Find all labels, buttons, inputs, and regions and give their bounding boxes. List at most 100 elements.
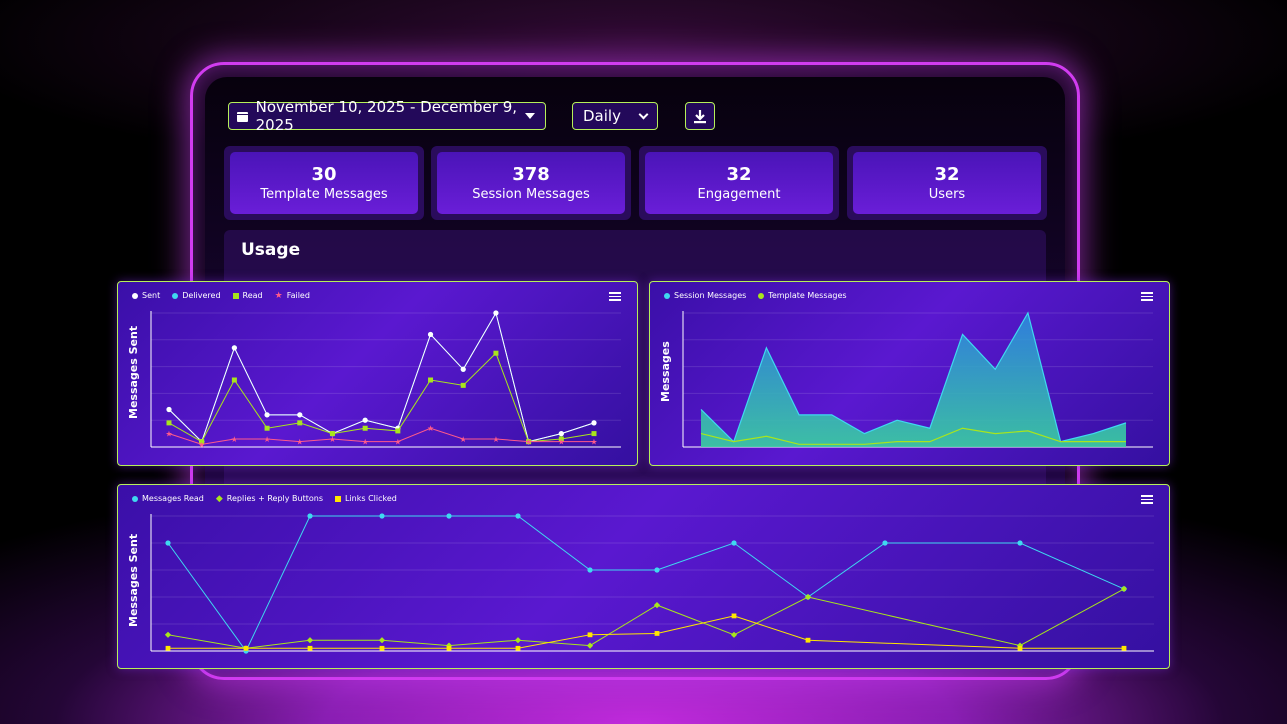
period-select[interactable]: Daily [572, 102, 658, 130]
data-point: ★ [165, 430, 172, 439]
data-point: ★ [296, 438, 303, 447]
stat-card-users: 32 Users [847, 146, 1047, 220]
data-point [231, 377, 237, 383]
data-point [446, 513, 452, 519]
data-point [362, 425, 368, 431]
data-point [264, 425, 270, 431]
data-point [587, 632, 593, 638]
data-point [591, 431, 597, 437]
stat-label: Session Messages [472, 186, 590, 202]
data-point [653, 601, 661, 609]
engagement-line-chart: Messages Read ◆ Replies + Reply Buttons L… [117, 484, 1170, 669]
data-point [1120, 585, 1128, 593]
data-point [427, 331, 434, 338]
legend-item-session[interactable]: Session Messages [664, 291, 746, 300]
series-line-sent [168, 311, 595, 443]
series-line-read [168, 352, 595, 443]
series-line-template-messages [700, 427, 1126, 445]
data-point [1017, 645, 1023, 651]
data-point [731, 613, 737, 619]
data-point [1017, 540, 1023, 546]
data-point [395, 428, 401, 434]
stat-label: Template Messages [260, 186, 388, 202]
data-point [804, 593, 812, 601]
legend-item-failed[interactable]: ★ Failed [274, 290, 310, 301]
download-button[interactable] [685, 102, 715, 130]
messages-line-chart: Sent Delivered Read ★ Failed Messages Sen… [117, 281, 638, 466]
legend-item-delivered[interactable]: Delivered [172, 291, 221, 300]
stat-value: 32 [934, 163, 960, 185]
data-point [243, 645, 249, 651]
chevron-down-icon [638, 109, 649, 119]
legend-item-messages-read[interactable]: Messages Read [132, 494, 204, 503]
data-point [805, 637, 811, 643]
stat-card-session: 378 Session Messages [431, 146, 631, 220]
data-point [515, 645, 521, 651]
stat-card-template: 30 Template Messages [224, 146, 424, 220]
series-line-failed [168, 427, 594, 445]
data-point [493, 350, 499, 356]
data-point [199, 439, 205, 445]
data-point [307, 513, 313, 519]
data-point [166, 406, 172, 413]
data-point: ★ [394, 438, 401, 447]
stat-value: 378 [512, 163, 550, 185]
data-point [587, 567, 593, 573]
period-label: Daily [583, 107, 621, 125]
data-point [379, 513, 385, 519]
chart-canvas [150, 513, 1154, 654]
series-line-delivered [168, 311, 595, 443]
chart-canvas [682, 311, 1153, 448]
date-range-select[interactable]: November 10, 2025 - December 9, 2025 [228, 98, 546, 134]
data-point [731, 540, 737, 546]
data-point [307, 645, 313, 651]
data-point [730, 631, 738, 638]
data-point [165, 645, 171, 651]
stat-label: Engagement [697, 186, 781, 202]
data-point: ★ [525, 438, 532, 447]
data-point: ★ [460, 435, 467, 444]
data-point [306, 637, 314, 644]
data-point [493, 310, 499, 316]
legend-item-sent[interactable]: Sent [132, 291, 160, 300]
data-point [460, 382, 466, 388]
messages-area-chart: Session Messages Template Messages Messa… [649, 281, 1170, 466]
data-point: ★ [263, 435, 270, 444]
legend-item-replies[interactable]: ◆ Replies + Reply Buttons [215, 493, 323, 504]
legend-item-template[interactable]: Template Messages [758, 291, 847, 300]
usage-title: Usage [241, 240, 301, 260]
chart-legend: Session Messages Template Messages [664, 291, 847, 300]
stat-card-engagement: 32 Engagement [639, 146, 839, 220]
data-point: ★ [590, 438, 597, 447]
legend-item-read[interactable]: Read [232, 291, 263, 300]
data-point [515, 513, 521, 519]
chart-canvas: ★ ★ ★ ★ ★ ★ ★ ★ ★ ★ ★ ★ ★ ★ [150, 310, 621, 449]
data-point: ★ [558, 438, 565, 447]
data-point [591, 420, 597, 426]
menu-icon[interactable] [1141, 292, 1153, 301]
data-point [362, 417, 368, 423]
data-point: ★ [427, 424, 434, 433]
chart-legend: Sent Delivered Read ★ Failed [132, 291, 310, 300]
legend-item-links-clicked[interactable]: Links Clicked [334, 494, 397, 503]
data-point [558, 436, 564, 442]
menu-icon[interactable] [1141, 495, 1153, 504]
menu-icon[interactable] [609, 292, 621, 301]
area-session-messages [701, 313, 1126, 447]
series-line [167, 588, 1125, 649]
stat-label: Users [928, 186, 966, 202]
series-line [168, 615, 1124, 649]
data-point: ★ [231, 435, 238, 444]
chart-legend: Messages Read ◆ Replies + Reply Buttons L… [132, 494, 397, 503]
data-point [654, 631, 660, 636]
series-line [167, 515, 1125, 652]
data-point [164, 631, 172, 638]
data-point [558, 431, 564, 437]
data-point [460, 366, 466, 372]
data-point [329, 431, 335, 437]
data-point: ★ [198, 440, 205, 449]
data-point [654, 567, 660, 573]
data-point [1121, 645, 1127, 651]
caret-down-icon [525, 113, 535, 119]
data-point [428, 377, 434, 383]
